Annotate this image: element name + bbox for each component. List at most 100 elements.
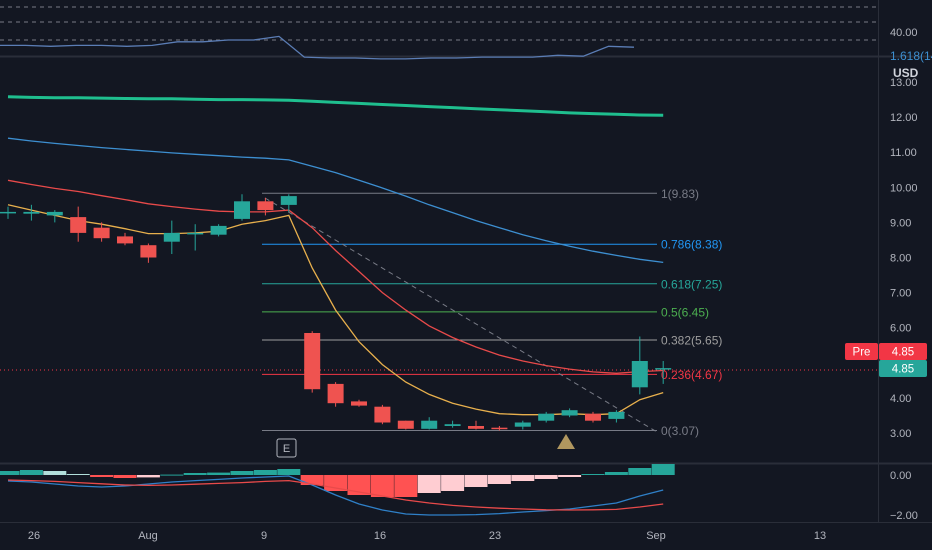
macd-histogram-bar <box>628 468 652 475</box>
earnings-marker[interactable] <box>276 438 297 458</box>
earnings-marker-label: E <box>283 443 290 455</box>
price-tick: 7.00 <box>890 288 911 300</box>
fib-level-label: 1(9.83) <box>661 187 699 201</box>
macd-histogram-bar <box>394 475 418 497</box>
candle-body <box>561 410 578 416</box>
time-label-sep: Sep <box>646 530 666 542</box>
candlestick-series <box>0 194 672 431</box>
price-tick: 13.00 <box>890 77 918 89</box>
fib-level-label: 0(3.07) <box>661 424 699 438</box>
candle-body <box>514 422 531 427</box>
time-label-13: 13 <box>814 530 826 542</box>
macd-histogram-bar <box>558 475 582 477</box>
time-label-aug: Aug <box>138 530 158 542</box>
macd-histogram-bar <box>581 474 605 475</box>
macd-histogram-bar <box>370 475 394 497</box>
candle-body <box>351 401 367 406</box>
price-tick: 8.00 <box>890 253 911 265</box>
event-triangle-icon[interactable] <box>557 434 575 449</box>
macd-histogram-bar <box>487 475 511 484</box>
candle-body <box>140 245 157 258</box>
macd-histogram-bar <box>534 475 558 479</box>
currency-label[interactable]: USD <box>893 66 919 80</box>
candle-body <box>374 406 391 423</box>
candle-body <box>257 201 274 211</box>
fib-level-label: 0.236(4.67) <box>661 368 722 382</box>
candle-body <box>0 211 16 214</box>
price-pane[interactable]: 1(9.83) 0.786(8.38) 0.618(7.25) 0.5(6.45) 0.… <box>0 49 932 458</box>
price-tick: 3.00 <box>890 428 911 440</box>
candle-body <box>585 413 601 421</box>
time-axis[interactable]: 26 Aug 9 16 23 Sep 13 <box>28 530 826 542</box>
pre-market-badge <box>845 343 878 360</box>
candle-body <box>608 411 625 419</box>
macd-tick-zero: 0.00 <box>890 470 911 482</box>
macd-histogram-bar <box>113 475 137 478</box>
price-tick: 6.00 <box>890 323 911 335</box>
candle-body <box>46 211 63 216</box>
candle-body <box>538 413 555 421</box>
ema20-line <box>7 179 664 374</box>
macd-histogram-bar <box>19 470 43 475</box>
last-price: 4.85 <box>892 364 914 376</box>
candle-body <box>304 333 321 390</box>
macd-histogram-bar <box>604 472 628 475</box>
macd-signal-line <box>7 479 664 511</box>
macd-histogram-bar <box>90 475 114 477</box>
candle-body <box>187 232 204 235</box>
macd-tick-minus-two: −2.00 <box>890 510 918 522</box>
macd-histogram-bar <box>183 473 207 475</box>
fib-level-label: 0.382(5.65) <box>661 334 722 348</box>
macd-histogram <box>0 464 675 497</box>
macd-histogram-bar <box>277 469 301 475</box>
macd-histogram-bar <box>417 475 441 493</box>
macd-histogram-bar <box>441 475 465 491</box>
time-label-9: 9 <box>261 530 267 542</box>
candle-body <box>234 201 250 219</box>
last-price-badge <box>879 360 927 377</box>
pre-market-label: Pre <box>853 347 871 359</box>
macd-histogram-bar <box>230 471 254 475</box>
rsi-line <box>0 35 635 60</box>
time-label-23: 23 <box>489 530 501 542</box>
macd-histogram-bar <box>43 471 67 475</box>
rsi-tick: 40.00 <box>890 27 918 39</box>
price-tick: 4.00 <box>890 393 911 405</box>
fib-level-label: 0.786(8.38) <box>661 238 722 252</box>
sma50-line <box>7 137 664 264</box>
macd-histogram-bar <box>464 475 488 487</box>
macd-pane[interactable]: 0.00 −2.00 <box>0 464 918 522</box>
candle-body <box>631 361 648 388</box>
macd-histogram-bar <box>136 475 160 478</box>
candle-body <box>327 383 344 404</box>
macd-histogram-bar <box>160 474 184 476</box>
candle-body <box>163 232 180 242</box>
rsi-pane[interactable]: 40.00 <box>0 6 918 60</box>
candle-body <box>70 217 87 233</box>
macd-histogram-bar <box>66 474 90 475</box>
price-tick: 10.00 <box>890 182 918 194</box>
macd-histogram-bar <box>253 470 277 475</box>
price-axis-background <box>878 0 932 550</box>
macd-histogram-bar <box>347 475 371 495</box>
fib-level-label: 0.618(7.25) <box>661 277 722 291</box>
candle-body <box>397 420 414 429</box>
candle-body <box>468 426 484 429</box>
candle-body <box>421 420 438 429</box>
price-tick: 11.00 <box>890 147 917 159</box>
macd-histogram-bar <box>0 471 20 475</box>
fib-trend-line[interactable] <box>264 197 658 433</box>
candle-body <box>655 368 672 370</box>
pre-market-price: 4.85 <box>892 347 914 359</box>
macd-histogram-bar <box>207 472 231 475</box>
macd-histogram-bar <box>300 475 324 485</box>
fib-clipped-label: 1.618(14.01) <box>890 49 932 63</box>
candle-body <box>444 424 461 426</box>
candle-body <box>210 225 227 235</box>
price-tick: 9.00 <box>890 217 911 229</box>
macd-histogram-bar <box>651 464 675 475</box>
time-label-26: 26 <box>28 530 40 542</box>
price-tick: 12.00 <box>890 112 918 124</box>
